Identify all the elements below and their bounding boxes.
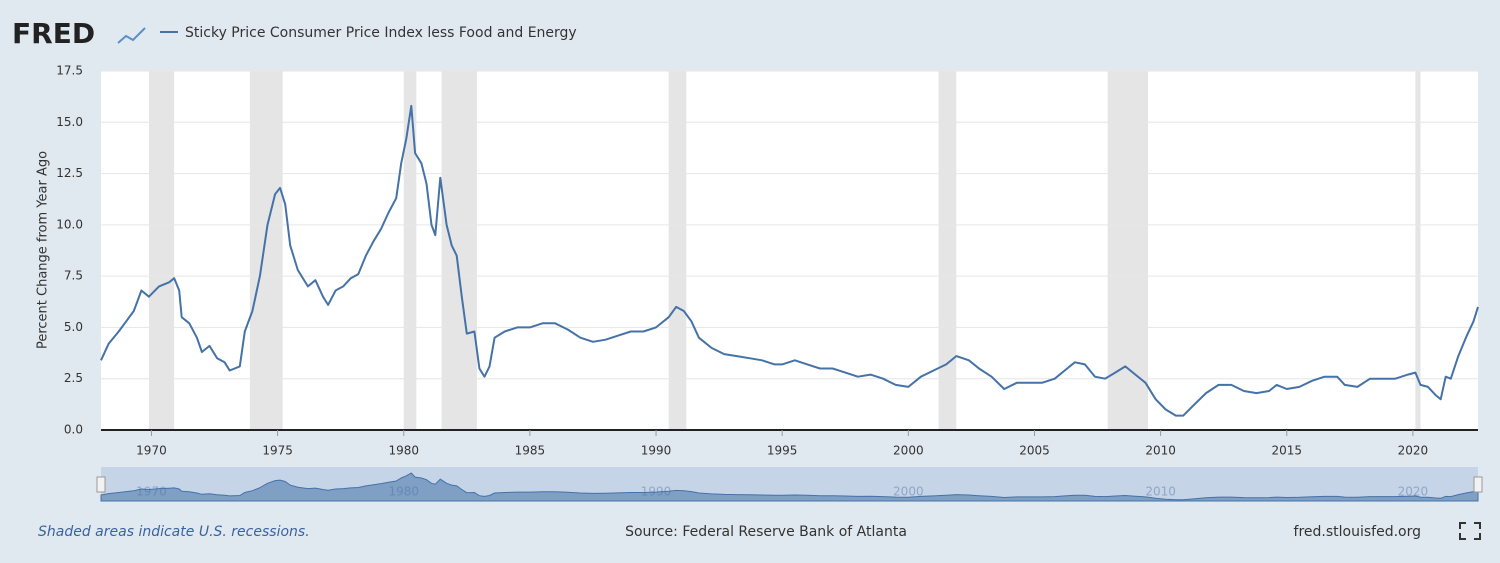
source: Source: Federal Reserve Bank of Atlanta — [625, 524, 907, 540]
recession-band — [1107, 71, 1149, 430]
y-tick-label: 15.0 — [56, 115, 83, 129]
x-tick-label: 1995 — [767, 444, 798, 458]
navigator-label: 2010 — [1145, 485, 1176, 499]
y-tick-label: 17.5 — [56, 64, 83, 78]
recession-band — [668, 71, 687, 430]
logo-icon — [117, 27, 146, 44]
navigator-area — [100, 472, 1479, 502]
legend-label: Sticky Price Consumer Price Index less F… — [185, 25, 577, 41]
logo: FRED — [12, 17, 95, 50]
footnote: Shaded areas indicate U.S. recessions. — [38, 524, 310, 540]
fullscreen-button[interactable] — [1459, 522, 1481, 540]
series-line — [100, 104, 1479, 417]
recession-band — [938, 71, 957, 430]
y-tick-label: 10.0 — [56, 217, 83, 231]
y-axis-label: Percent Change from Year Ago — [36, 151, 51, 349]
navigator-label: 2020 — [1398, 485, 1429, 499]
x-tick-label: 2010 — [1145, 444, 1176, 458]
recession-band — [148, 71, 175, 430]
y-tick-label: 7.5 — [64, 269, 83, 283]
plot-area — [101, 71, 1478, 430]
recession-band — [249, 71, 283, 430]
recession-band — [403, 71, 417, 430]
y-tick-label: 0.0 — [64, 423, 83, 437]
recession-band — [441, 71, 477, 430]
site-link[interactable]: fred.stlouisfed.org — [1294, 524, 1421, 540]
x-tick-label: 2020 — [1398, 444, 1429, 458]
x-tick-label: 2000 — [893, 444, 924, 458]
y-tick-label: 5.0 — [64, 320, 83, 334]
recession-band — [1415, 71, 1421, 430]
navigator-label: 2000 — [893, 485, 924, 499]
x-tick-label: 2015 — [1271, 444, 1302, 458]
x-tick-label: 1990 — [641, 444, 672, 458]
y-tick-label: 12.5 — [56, 166, 83, 180]
navigator-handle — [1473, 476, 1483, 493]
x-tick-label: 1970 — [136, 444, 167, 458]
x-tick-label: 2005 — [1019, 444, 1050, 458]
x-tick-label: 1980 — [388, 444, 419, 458]
x-tick-label: 1985 — [515, 444, 546, 458]
y-tick-label: 2.5 — [64, 371, 83, 385]
x-tick-label: 1975 — [262, 444, 293, 458]
navigator-handle — [96, 476, 106, 493]
